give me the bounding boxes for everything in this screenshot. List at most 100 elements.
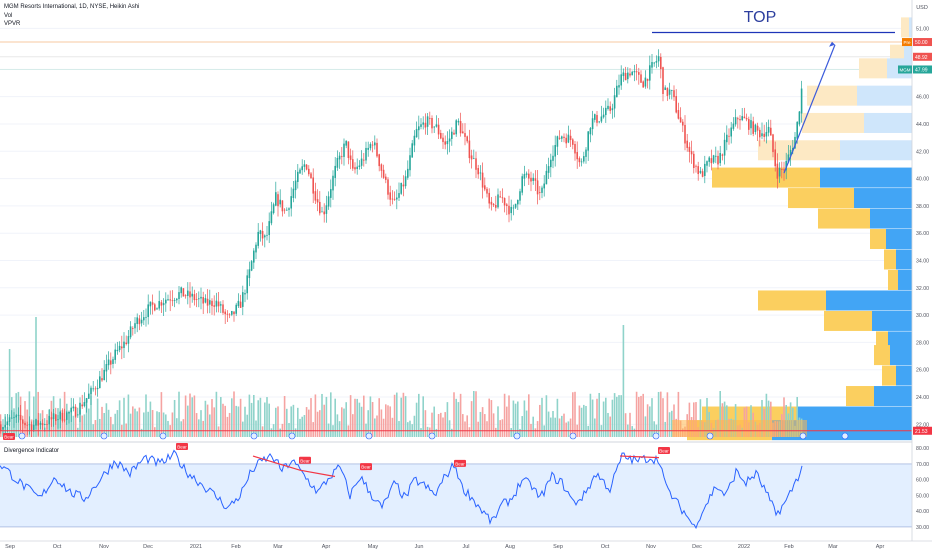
volume-bar	[415, 402, 418, 437]
candle	[660, 56, 662, 70]
candle	[477, 168, 479, 175]
candle	[440, 132, 442, 139]
candle	[783, 169, 785, 171]
volume-bar	[578, 405, 581, 437]
volume-bar	[314, 394, 317, 437]
volume-profile-bar-buy	[818, 208, 870, 229]
volume-bar	[376, 415, 378, 437]
volume-bar	[90, 395, 92, 437]
candle	[748, 119, 750, 130]
candle	[785, 160, 787, 171]
volume-bar	[33, 396, 35, 437]
time-tick-label: Dec	[692, 544, 702, 550]
candle	[6, 421, 9, 426]
volume-bar	[451, 428, 453, 437]
candle	[378, 154, 380, 167]
volume-bar	[305, 407, 308, 437]
candle	[297, 171, 299, 182]
candle	[288, 208, 290, 210]
volume-label[interactable]: Vol	[4, 12, 13, 19]
candle	[789, 149, 792, 156]
candle	[726, 134, 728, 143]
price-badge	[913, 52, 932, 61]
candle	[50, 417, 53, 420]
candle	[246, 275, 248, 294]
time-tick-label: Feb	[784, 544, 793, 550]
volume-bar	[767, 400, 770, 437]
candle	[211, 300, 213, 307]
candle	[281, 200, 284, 212]
volume-bar	[96, 398, 99, 437]
volume-bar	[545, 395, 548, 437]
volume-bar	[444, 412, 446, 437]
volume-bar	[413, 415, 416, 437]
volume-profile-bar-buy	[874, 345, 890, 366]
volume-bar	[468, 427, 471, 437]
candle	[301, 166, 303, 171]
candle	[759, 129, 761, 138]
volume-bar	[215, 391, 218, 437]
volume-bar	[283, 396, 286, 437]
candle	[635, 71, 638, 73]
candle	[272, 204, 275, 214]
candle	[277, 194, 279, 207]
candle	[620, 74, 622, 86]
volume-bar	[594, 418, 596, 437]
time-tick-label: Apr	[322, 544, 331, 550]
volume-profile-bar-sell	[864, 112, 912, 133]
volume-bar	[385, 404, 387, 437]
candle	[488, 192, 490, 204]
volume-bar	[389, 406, 391, 437]
candle	[338, 155, 341, 160]
candle	[237, 300, 240, 307]
candle	[501, 197, 504, 199]
bear-signal-box	[360, 463, 372, 471]
volume-bar	[506, 406, 508, 437]
volume-bar	[422, 396, 424, 437]
volume-bar	[220, 397, 222, 437]
volume-bar	[605, 397, 607, 437]
candle	[666, 87, 669, 97]
volume-bar	[602, 401, 605, 437]
volume-bar	[301, 416, 303, 437]
volume-bar	[510, 427, 512, 437]
time-tick-label: Nov	[646, 544, 656, 550]
symbol-title[interactable]: MGM Resorts International, 1D, NYSE, Hei…	[4, 4, 140, 10]
volume-bar	[213, 407, 215, 437]
price-tick-label: 40.00	[916, 177, 929, 183]
candle	[68, 412, 70, 414]
volume-bar	[176, 418, 178, 437]
candle	[464, 133, 466, 137]
candle	[699, 170, 702, 173]
candle	[257, 231, 259, 246]
candle	[26, 424, 28, 426]
event-marker	[365, 432, 373, 440]
volume-bar	[88, 408, 90, 437]
volume-bar	[446, 402, 449, 437]
candle	[708, 157, 710, 162]
candle	[279, 199, 281, 205]
volume-bar	[206, 404, 209, 437]
volume-bar	[528, 394, 530, 437]
volume-profile-bar-buy	[788, 188, 854, 209]
volume-bar	[308, 409, 310, 437]
volume-bar	[457, 402, 460, 437]
volume-bar	[44, 427, 46, 437]
candle	[457, 120, 460, 123]
candle	[121, 346, 123, 349]
bear-signal-box	[454, 459, 466, 467]
volume-bar	[620, 395, 622, 437]
candle	[409, 155, 411, 171]
price-badge-text: 47.99	[915, 67, 928, 73]
vpvr-label[interactable]: VPVR	[4, 21, 21, 27]
candle	[618, 85, 620, 88]
candle	[774, 149, 776, 167]
pre-badge-text: Pre	[903, 40, 911, 45]
candle	[556, 136, 559, 147]
event-marker	[706, 432, 714, 440]
candle	[195, 299, 198, 300]
volume-bar	[136, 411, 138, 437]
candle	[369, 144, 372, 149]
volume-bar	[539, 404, 541, 437]
